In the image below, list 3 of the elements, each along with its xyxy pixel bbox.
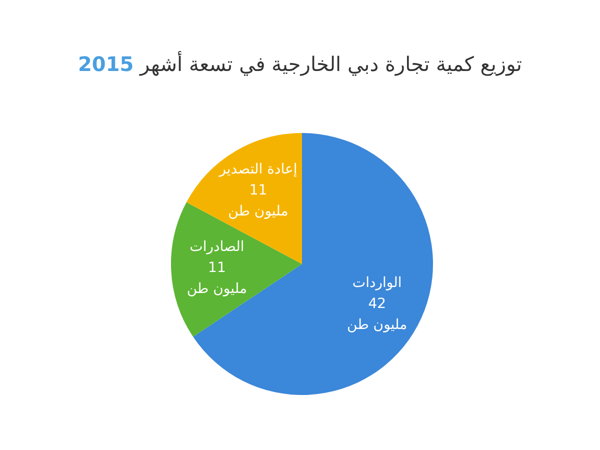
slice-label: الصادرات — [190, 238, 244, 255]
slice-label: إعادة التصدير — [218, 162, 298, 178]
slice-label: الواردات — [352, 274, 402, 291]
